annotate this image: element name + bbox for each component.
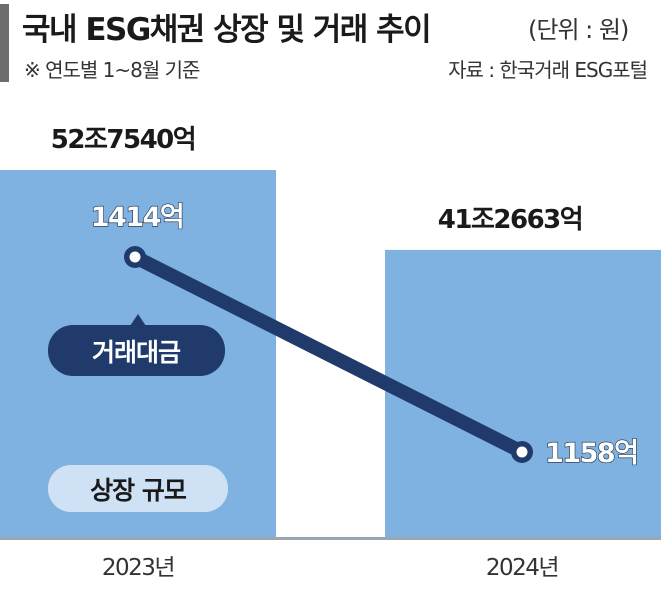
legend-bar-pill [48,465,228,512]
bar-value-label-0: 52조7540억 [51,125,195,155]
legend-line-pointer [130,314,146,326]
x-axis-baseline [0,537,661,540]
legend-line-label: 거래대금 [92,338,181,367]
source-note: 자료 : 한국거래 ESG포털 [448,58,648,82]
line-value-label-1: 1158억 [545,438,638,469]
line-point-inner-0 [129,251,141,263]
chart-title: 국내 ESG채권 상장 및 거래 추이 [22,12,432,48]
title-accent-bar [0,4,9,82]
line-value-label-0: 1414억 [91,202,184,233]
x-tick-label-1: 2024년 [486,555,558,581]
bar-value-label-1: 41조2663억 [438,205,582,235]
legend-bar-label: 상장 규모 [90,476,187,505]
period-note: ※ 연도별 1~8월 기준 [24,58,200,82]
line-point-inner-1 [516,446,528,458]
bar-1 [385,249,661,537]
x-tick-label-0: 2023년 [102,555,174,581]
unit-note: (단위 : 원) [528,16,629,44]
legend-line-pill [48,325,225,376]
line-series-path [128,250,529,459]
